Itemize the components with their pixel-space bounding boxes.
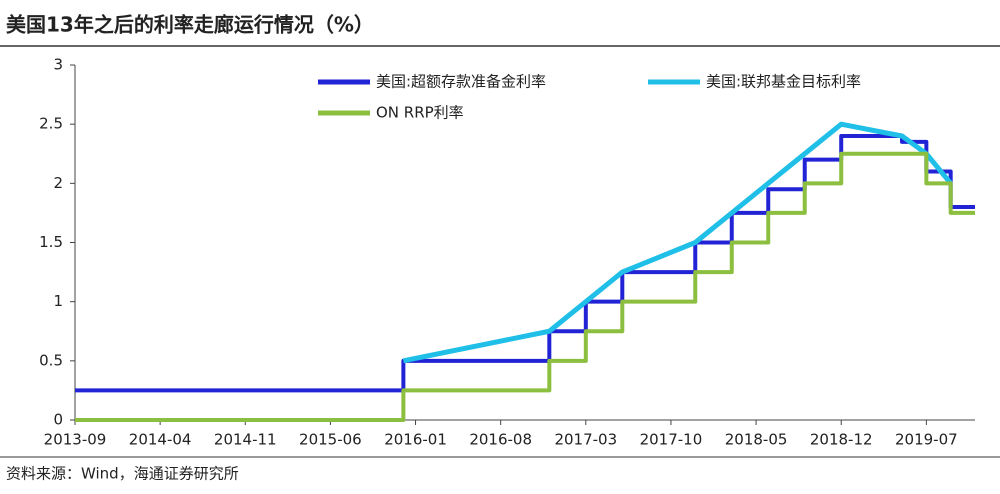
x-tick-label: 2017-03 [554, 431, 617, 449]
x-tick-label: 2018-05 [725, 431, 788, 449]
series-line [402, 121, 953, 364]
x-tick-label: 2013-09 [44, 431, 107, 449]
x-tick-label: 2019-07 [895, 431, 958, 449]
y-tick-label: 0.5 [39, 351, 63, 369]
legend-label: ON RRP利率 [376, 104, 464, 122]
legend-label: 美国:超额存款准备金利率 [376, 73, 546, 91]
y-tick-label: 1.5 [39, 233, 63, 251]
y-tick-label: 2.5 [39, 115, 63, 133]
x-tick-label: 2014-04 [129, 431, 192, 449]
series-line [75, 151, 975, 422]
x-tick-label: 2016-08 [469, 431, 532, 449]
x-tick-label: 2016-01 [384, 431, 447, 449]
legend-label: 美国:联邦基金目标利率 [706, 73, 861, 91]
x-tick-label: 2014-11 [214, 431, 277, 449]
x-tick-label: 2018-12 [810, 431, 873, 449]
x-tick-label: 2015-06 [299, 431, 362, 449]
y-tick-label: 2 [53, 174, 63, 192]
chart-title: 美国13年之后的利率走廊运行情况（%） [6, 13, 374, 37]
y-tick-label: 3 [53, 56, 63, 74]
y-tick-label: 0 [53, 411, 63, 429]
source-note: 资料来源：Wind，海通证券研究所 [6, 465, 239, 483]
series-line [75, 134, 975, 393]
y-tick-label: 1 [53, 292, 63, 310]
x-tick-label: 2017-10 [640, 431, 703, 449]
